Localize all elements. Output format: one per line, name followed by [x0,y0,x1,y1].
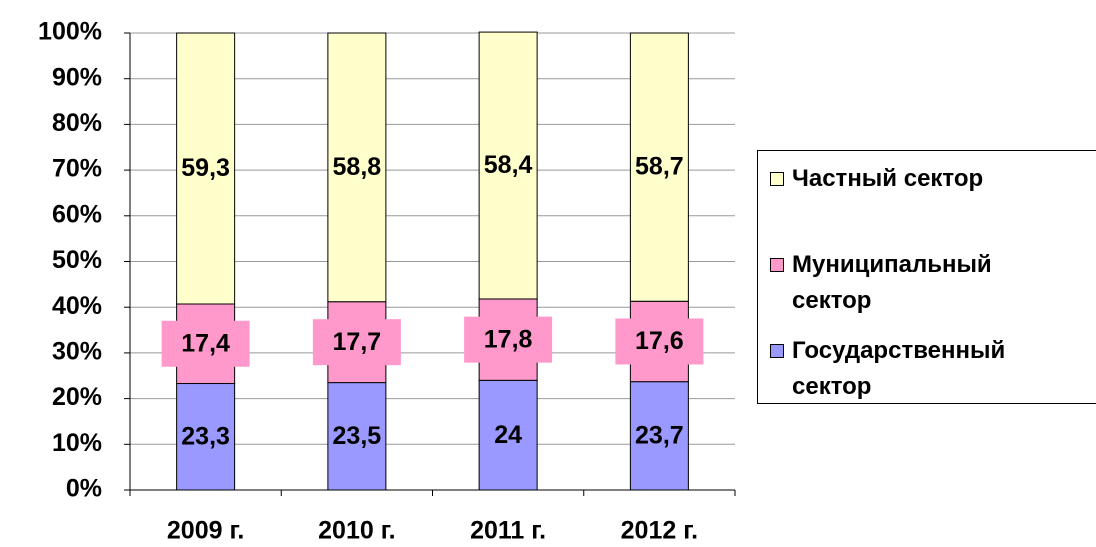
bar-segment [327,382,387,491]
y-tick-label: 60% [52,200,102,228]
y-tick-label: 30% [52,338,102,366]
legend-swatch [770,344,784,358]
x-tick-label: 2011 г. [470,517,546,545]
legend-swatch [770,258,784,272]
data-label: 59,3 [181,154,230,182]
bar-segment [478,31,538,300]
y-tick-label: 20% [52,383,102,411]
data-label: 23,3 [181,422,230,450]
y-tick-label: 10% [52,429,102,457]
y-tick-label: 80% [52,109,102,137]
data-label: 17,7 [333,328,382,356]
legend: Государственный сектор Муниципальный сект… [757,150,1096,404]
legend-item: Частный сектор [770,161,1096,197]
y-tick-label: 50% [52,246,102,274]
data-label: 58,4 [484,151,533,179]
legend-label: Государственный сектор [792,337,1006,400]
bar-segment [176,32,236,305]
data-label: 24 [494,421,522,449]
label-background [615,318,704,365]
bar-segment [629,32,689,302]
y-tick-label: 40% [52,292,102,320]
data-label: 58,7 [635,153,684,181]
data-label: 58,8 [333,153,382,181]
data-label: 23,5 [333,422,382,450]
legend-label: Частный сектор [792,165,984,192]
y-tick-label: 70% [52,155,102,183]
data-label: 17,4 [181,329,230,357]
bar-segment [327,32,387,303]
label-background [161,320,250,367]
bar-segment [176,383,236,491]
x-tick-label: 2010 г. [318,517,395,545]
legend-label: Муниципальный сектор [792,251,992,314]
label-background [312,319,401,366]
bar-segment [478,379,538,491]
legend-item: Государственный сектор [770,333,1096,405]
legend-swatch [770,172,784,186]
y-tick-label: 100% [38,18,102,46]
data-label: 23,7 [635,421,684,449]
x-tick-label: 2009 г. [167,517,244,545]
y-tick-label: 90% [52,63,102,91]
data-label: 17,8 [484,325,533,353]
y-tick-label: 0% [66,475,102,503]
label-background [464,316,553,363]
bar-segment [629,381,689,491]
data-label: 17,6 [635,327,684,355]
x-tick-label: 2012 г. [621,517,698,545]
legend-item: Муниципальный сектор [770,247,1096,319]
